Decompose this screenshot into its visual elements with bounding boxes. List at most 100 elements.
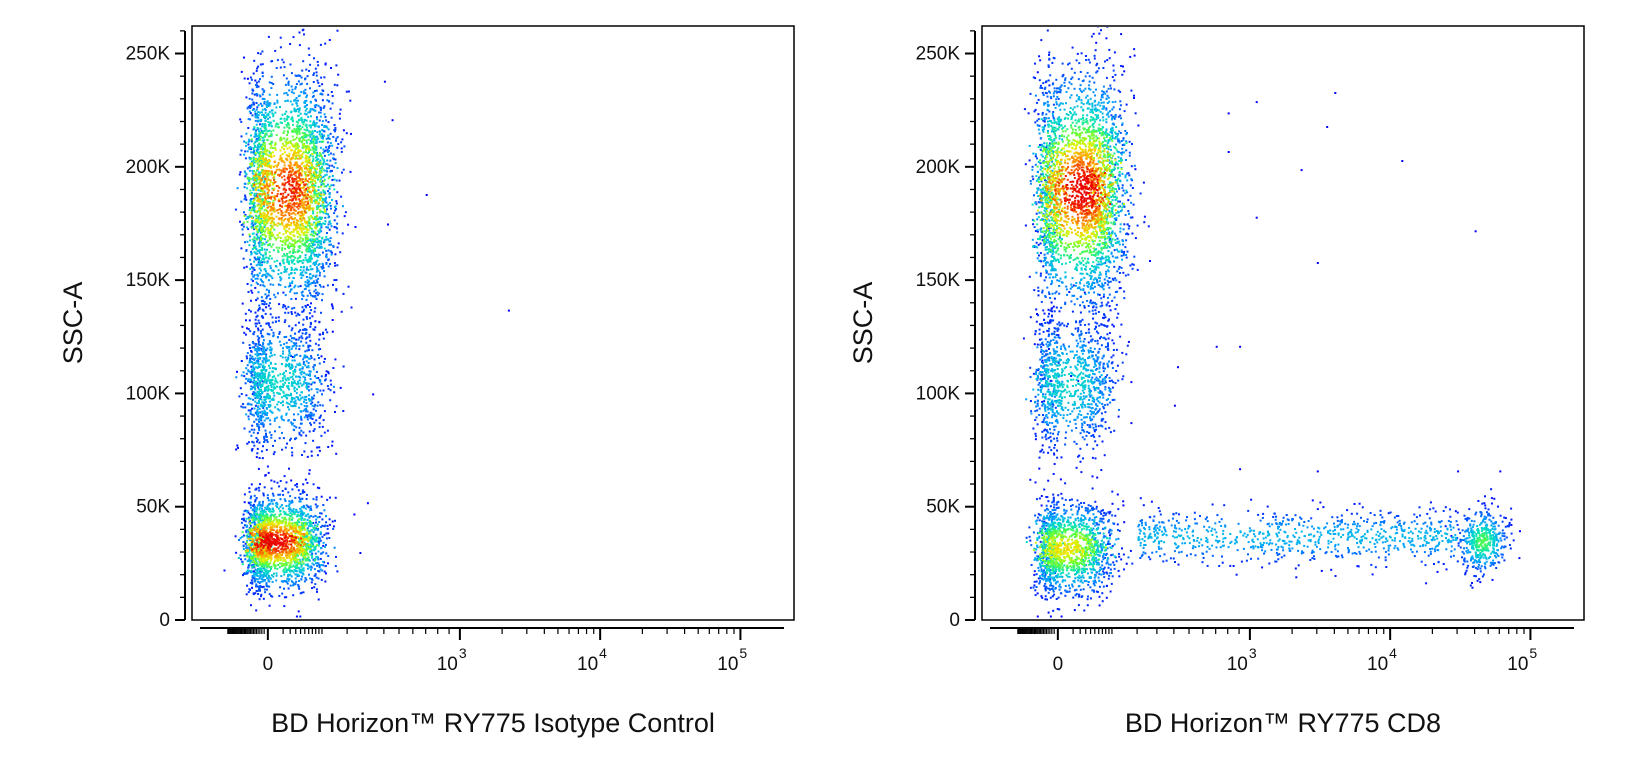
event-dot	[262, 341, 265, 344]
event-dot	[259, 220, 262, 223]
event-dot	[255, 123, 258, 126]
event-dot	[329, 237, 332, 240]
event-dot	[288, 567, 291, 570]
event-dot	[283, 137, 286, 140]
event-dot	[306, 349, 309, 352]
event-dot	[336, 264, 339, 267]
event-dot	[314, 181, 317, 184]
event-dot	[248, 518, 251, 521]
event-dot	[301, 242, 304, 245]
event-dot	[308, 382, 311, 385]
event-dot	[259, 363, 262, 366]
event-dot	[255, 248, 258, 250]
event-dot	[327, 372, 330, 375]
event-dot	[312, 515, 315, 518]
event-dot	[309, 305, 311, 308]
event-dot	[276, 101, 279, 104]
event-dot	[298, 406, 301, 409]
event-dot	[263, 179, 266, 182]
event-dot	[350, 132, 352, 135]
event-dot	[305, 113, 308, 116]
event-dot	[312, 280, 315, 283]
event-dot	[314, 125, 316, 128]
event-dot	[258, 572, 261, 574]
event-dot	[306, 493, 308, 496]
event-dot	[269, 102, 272, 105]
event-dot	[297, 566, 300, 569]
event-dot	[296, 564, 298, 567]
event-dot	[289, 437, 292, 440]
event-dot	[247, 564, 250, 567]
event-dot	[331, 178, 334, 181]
event-dot	[247, 217, 250, 220]
event-dot	[334, 565, 337, 567]
event-dot	[301, 298, 304, 301]
event-dot	[243, 215, 246, 218]
event-dot	[308, 147, 311, 150]
event-dot	[276, 520, 279, 522]
event-dot	[315, 533, 318, 536]
event-dot	[334, 162, 337, 165]
event-dot	[322, 207, 325, 210]
event-dot	[254, 241, 257, 244]
event-dot	[275, 246, 278, 249]
event-dot	[235, 551, 238, 554]
event-dot	[298, 431, 301, 434]
event-dot	[309, 107, 312, 110]
event-dot	[257, 104, 260, 107]
event-dot	[319, 242, 322, 245]
event-dot	[245, 545, 248, 548]
event-dot	[267, 244, 270, 246]
event-dot	[273, 561, 275, 564]
event-dot	[319, 210, 322, 213]
event-dot	[273, 499, 276, 502]
event-dot	[255, 281, 258, 284]
event-dot	[287, 244, 289, 247]
event-dot	[256, 283, 259, 285]
event-dot	[324, 200, 327, 203]
event-dot	[279, 240, 282, 243]
event-dot	[265, 322, 268, 325]
event-dot	[255, 456, 258, 459]
event-dot	[262, 585, 265, 588]
event-dot	[246, 283, 249, 285]
event-dot	[316, 564, 319, 567]
event-dot	[323, 204, 326, 207]
event-dot	[242, 221, 245, 224]
event-dot	[285, 413, 288, 416]
event-dot	[295, 144, 298, 147]
event-dot	[303, 408, 306, 411]
event-dot	[318, 284, 321, 286]
event-dot	[284, 229, 287, 232]
event-dot	[329, 220, 331, 223]
event-dot	[298, 379, 301, 382]
event-dot	[304, 563, 307, 566]
event-dot	[320, 76, 323, 79]
event-dot	[302, 328, 305, 331]
event-dot	[266, 295, 268, 298]
event-dot	[305, 68, 308, 71]
event-dot	[295, 437, 298, 440]
event-dot	[262, 368, 265, 371]
event-dot	[301, 384, 304, 387]
event-dot	[312, 142, 315, 145]
event-dot	[257, 467, 260, 470]
event-dot	[311, 543, 314, 546]
event-dot	[262, 90, 265, 93]
event-dot	[322, 151, 325, 154]
event-dot	[255, 383, 258, 386]
event-dot	[269, 181, 272, 184]
event-dot	[252, 593, 255, 596]
event-dot	[257, 571, 260, 574]
event-dot	[260, 561, 262, 564]
event-dot	[307, 228, 310, 231]
event-dot	[250, 530, 253, 533]
event-dot	[304, 332, 307, 335]
event-dot	[313, 243, 316, 246]
event-dot	[316, 446, 319, 449]
event-dot	[293, 269, 296, 271]
event-dot	[284, 365, 287, 368]
event-dot	[317, 354, 319, 357]
event-dot	[278, 485, 281, 488]
event-dot	[309, 268, 312, 271]
